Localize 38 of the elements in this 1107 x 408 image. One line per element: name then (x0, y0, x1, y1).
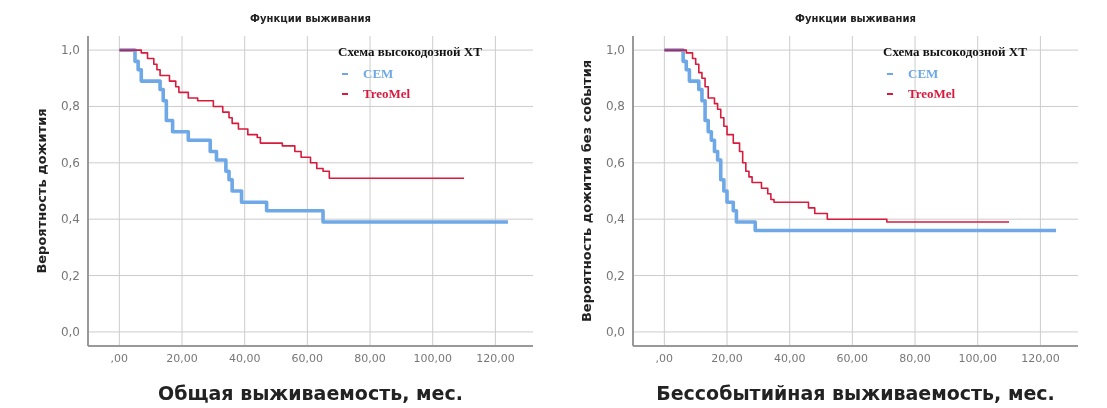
legend-title: Схема высокодозной ХТ (883, 44, 1028, 59)
y-tick-label: 0,2 (605, 268, 625, 283)
y-tick-label: 0,0 (605, 324, 625, 339)
y-tick-label: 1,0 (605, 43, 625, 58)
x-tick-label: 20,00 (711, 352, 743, 365)
x-tick-label: 100,00 (958, 352, 997, 365)
y-axis-title: Вероятность дожития без события (579, 59, 594, 323)
y-tick-label: 0,8 (605, 99, 625, 114)
x-tick-label: 100,00 (413, 352, 452, 365)
x-tick-label: 120,00 (476, 352, 515, 365)
y-tick-label: 0,4 (605, 212, 625, 227)
x-tick-label: 120,00 (1021, 352, 1060, 365)
chart-title: Функции выживания (250, 13, 371, 24)
y-tick-label: 1,0 (60, 43, 80, 58)
x-tick-label: 80,00 (899, 352, 931, 365)
legend-label: CEM (908, 66, 939, 81)
y-tick-label: 0,0 (60, 324, 80, 339)
x-axis-title: Общая выживаемость, мес. (158, 382, 463, 404)
y-axis-title: Вероятность дожития (34, 108, 49, 274)
x-tick-label: 60,00 (291, 352, 324, 365)
y-tick-label: 0,6 (60, 155, 80, 170)
y-tick-label: 0,2 (60, 268, 80, 283)
y-tick-label: 0,6 (605, 155, 625, 170)
legend-label: TreoMel (363, 86, 411, 101)
x-tick-label: ,00 (110, 352, 129, 365)
legend-label: CEM (363, 66, 394, 81)
legend-label: TreoMel (908, 86, 956, 101)
y-tick-label: 0,8 (60, 99, 80, 114)
x-axis-title: Бессобытийная выживаемость, мес. (656, 382, 1055, 404)
y-tick-label: 0,4 (60, 212, 80, 227)
x-tick-label: 40,00 (773, 352, 806, 365)
x-tick-label: 40,00 (228, 352, 261, 365)
x-tick-label: 80,00 (354, 352, 386, 365)
x-tick-label: ,00 (655, 352, 674, 365)
x-tick-label: 20,00 (166, 352, 198, 365)
x-tick-label: 60,00 (836, 352, 869, 365)
chart-title: Функции выживания (795, 13, 916, 24)
legend-title: Схема высокодозной ХТ (338, 44, 483, 59)
